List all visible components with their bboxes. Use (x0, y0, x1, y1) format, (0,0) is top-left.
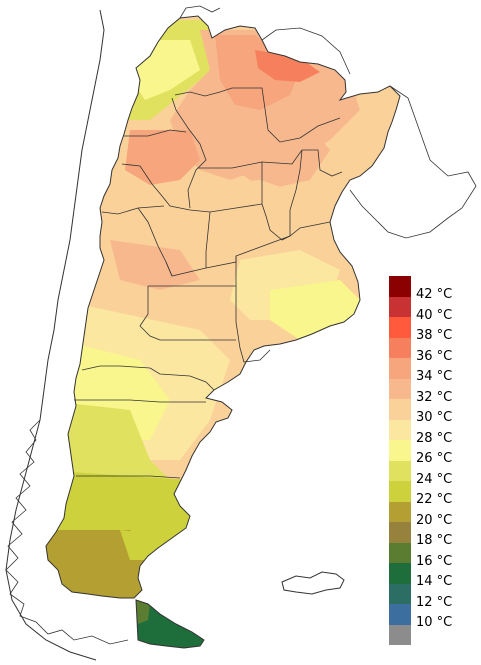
legend-swatch (389, 563, 411, 584)
legend-row: 16 °C (389, 542, 469, 568)
legend-row: 12 °C (389, 583, 469, 609)
legend-row: 36 °C (389, 337, 469, 363)
legend-row: 26 °C (389, 440, 469, 466)
legend-swatch (389, 399, 411, 420)
legend-row: 40 °C (389, 296, 469, 322)
legend-label: 40 °C (416, 307, 453, 323)
legend-swatch (389, 542, 411, 563)
legend-swatch (389, 624, 411, 645)
legend-swatch (389, 440, 411, 461)
legend-row: 20 °C (389, 501, 469, 527)
uruguay-outline (349, 85, 477, 239)
legend-swatch (389, 317, 411, 338)
legend-label: 26 °C (416, 451, 453, 466)
legend-swatch (389, 276, 411, 297)
legend-label: 16 °C (416, 553, 453, 569)
legend-swatch (389, 337, 411, 358)
legend-row: 24 °C (389, 460, 469, 486)
tierra-del-fuego-fill (136, 600, 204, 648)
legend-swatch (389, 460, 411, 481)
legend-label: 24 °C (416, 471, 453, 487)
chilean-fjords (5, 419, 129, 645)
legend-label: 36 °C (416, 348, 453, 364)
legend-label: 18 °C (416, 533, 453, 548)
legend-label: 14 °C (416, 574, 453, 589)
paraguay-brazil-outline (261, 27, 351, 75)
legend-label: 34 °C (416, 369, 453, 384)
legend-swatch (389, 378, 411, 399)
legend-label: 10 °C (416, 615, 453, 630)
legend-row: 32 °C (389, 378, 469, 404)
argentina-outline (45, 15, 401, 599)
legend-swatch (389, 296, 411, 317)
legend-swatch (389, 604, 411, 625)
legend-row: 42 °C (389, 276, 469, 302)
legend-row: 30 °C (389, 399, 469, 425)
legend-row: 38 °C (389, 317, 469, 343)
legend-row: 28 °C (389, 419, 469, 445)
legend-row: 10 °C (389, 604, 469, 630)
temperature-legend: 42 °C 40 °C 38 °C 36 °C 34 °C 32 °C 30 °C 28 °C… (389, 276, 469, 645)
legend-row: 34 °C (389, 358, 469, 384)
bolivia-border (179, 5, 221, 19)
legend-swatch (389, 501, 411, 522)
tierra-del-fuego-outline (135, 599, 205, 649)
legend-label: 22 °C (416, 492, 453, 507)
legend-label: 28 °C (416, 430, 453, 446)
legend-swatch (389, 522, 411, 543)
legend-label: 12 °C (416, 594, 453, 610)
legend-swatch (389, 481, 411, 502)
legend-label: 32 °C (416, 389, 453, 405)
legend-row: 14 °C (389, 563, 469, 589)
legend-row: 22 °C (389, 481, 469, 507)
legend-swatch (389, 583, 411, 604)
legend-label: 38 °C (416, 328, 453, 343)
chile-outline (5, 9, 105, 661)
legend-label: 20 °C (416, 512, 453, 528)
malvinas-islands (281, 571, 345, 595)
legend-row (389, 624, 469, 645)
legend-swatch (389, 419, 411, 440)
legend-row: 18 °C (389, 522, 469, 548)
legend-swatch (389, 358, 411, 379)
legend-label: 30 °C (416, 410, 453, 425)
province-borders (74, 87, 343, 479)
legend-label: 42 °C (416, 287, 453, 302)
